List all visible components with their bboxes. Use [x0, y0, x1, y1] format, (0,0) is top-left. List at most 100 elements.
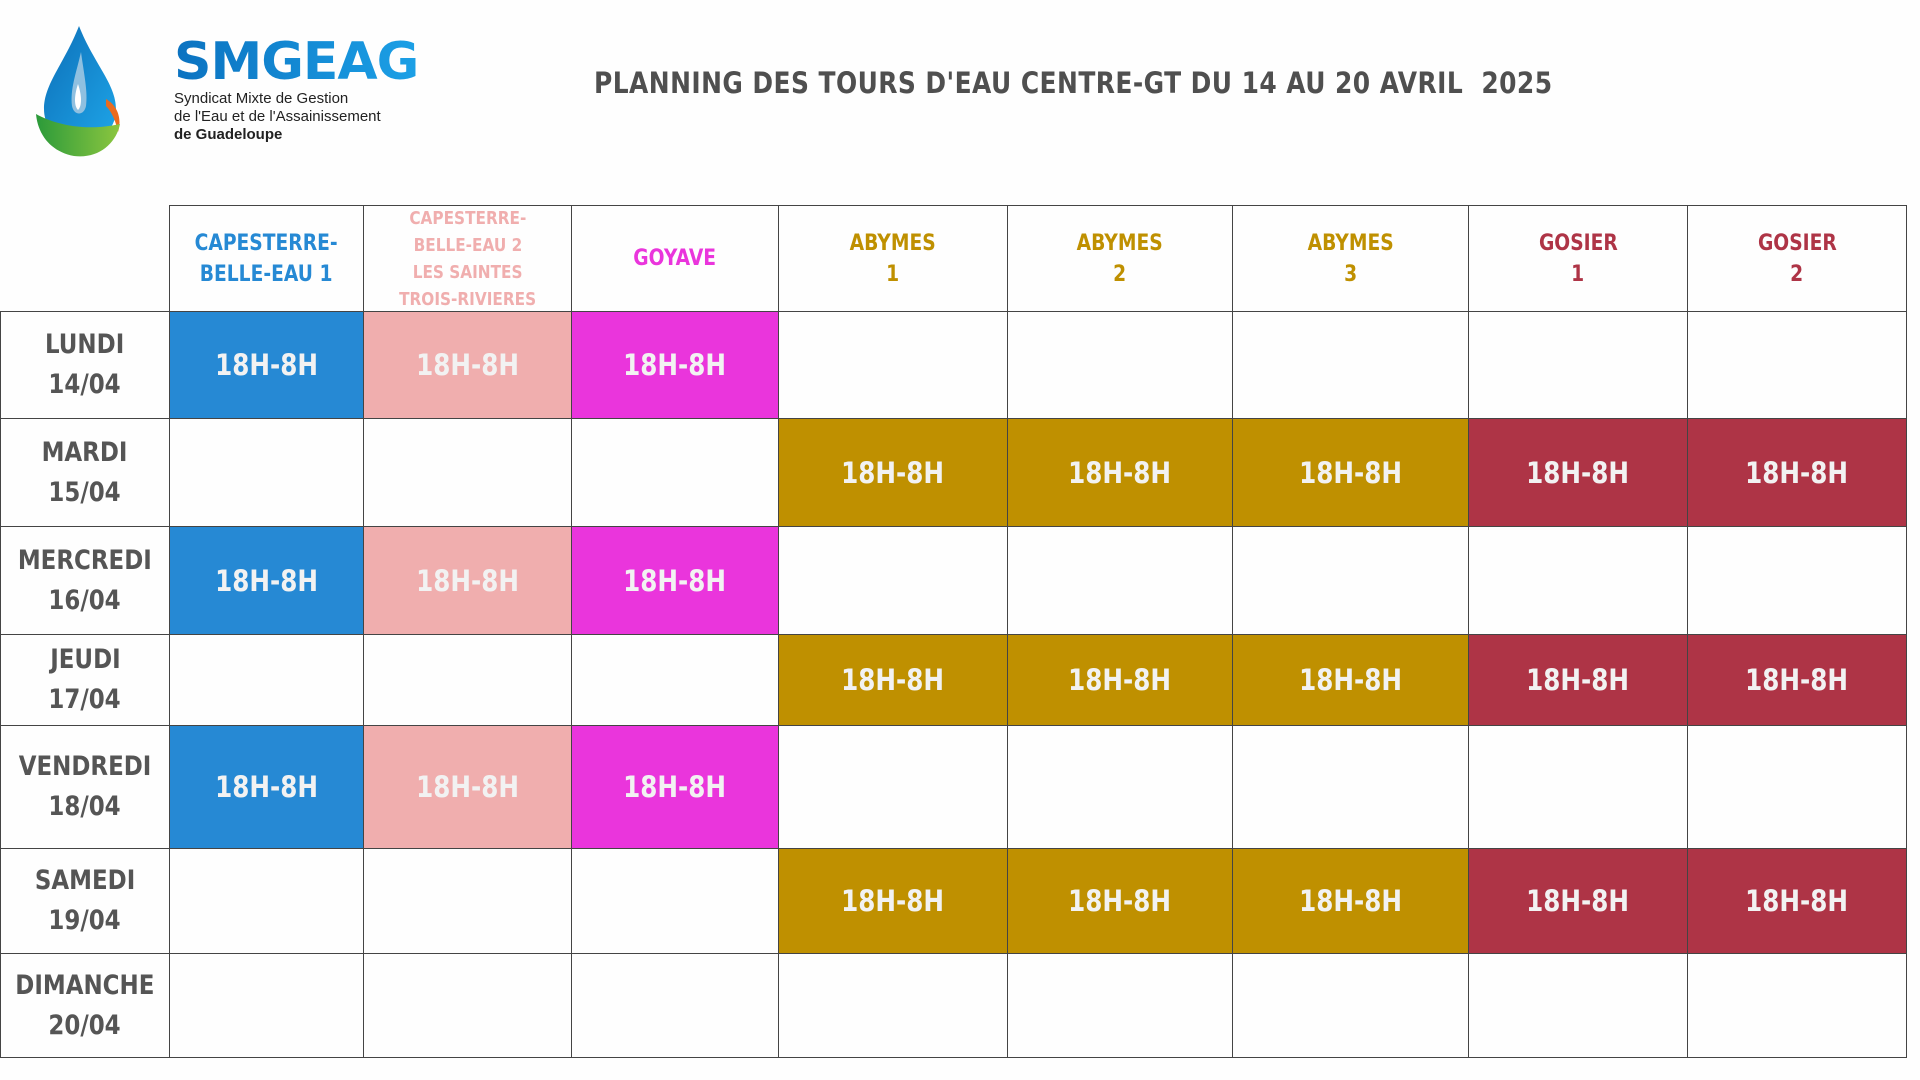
empty-slot: [571, 953, 779, 1058]
empty-slot: [1468, 725, 1688, 849]
logo-brand: SMGEAG: [174, 32, 419, 92]
empty-slot: [778, 953, 1008, 1058]
day-label: LUNDI 14/04: [0, 311, 170, 419]
slot-time: 18H-8H: [215, 770, 318, 804]
schedule-slot: 18H-8H: [571, 311, 779, 419]
schedule-slot: 18H-8H: [1007, 634, 1233, 726]
empty-slot: [778, 526, 1008, 635]
schedule-slot: 18H-8H: [1468, 634, 1688, 726]
column-header-line: 1: [1571, 261, 1585, 287]
day-label: VENDREDI 18/04: [0, 725, 170, 849]
empty-slot: [363, 953, 572, 1058]
slot-time: 18H-8H: [215, 348, 318, 382]
column-header-line: BELLE-EAU 2: [413, 234, 522, 256]
day-label: MARDI 15/04: [0, 418, 170, 527]
schedule-slot: 18H-8H: [1468, 848, 1688, 954]
day-label: MERCREDI 16/04: [0, 526, 170, 635]
empty-slot: [1468, 526, 1688, 635]
day-label: SAMEDI 19/04: [0, 848, 170, 954]
schedule-slot: 18H-8H: [169, 311, 364, 419]
day-label: JEUDI 17/04: [0, 634, 170, 726]
day-date: 20/04: [48, 1009, 122, 1041]
column-header: GOSIER 1: [1468, 205, 1688, 312]
schedule-slot: 18H-8H: [1007, 418, 1233, 527]
slot-time: 18H-8H: [416, 770, 519, 804]
slot-time: 18H-8H: [1299, 663, 1402, 697]
logo-tagline-2: de l'Eau et de l'Assainissement: [174, 108, 381, 125]
empty-slot: [571, 848, 779, 954]
logo-tagline-3: de Guadeloupe: [174, 126, 283, 143]
schedule-slot: 18H-8H: [1232, 848, 1469, 954]
schedule-slot: 18H-8H: [571, 725, 779, 849]
schedule-slot: 18H-8H: [1007, 848, 1233, 954]
empty-slot: [363, 418, 572, 527]
column-header-line: GOSIER: [1538, 230, 1618, 256]
day-date: 17/04: [48, 684, 122, 715]
empty-slot: [571, 634, 779, 726]
empty-slot: [1232, 953, 1469, 1058]
column-header-line: ABYMES: [1307, 230, 1394, 256]
empty-slot: [778, 311, 1008, 419]
day-label: DIMANCHE 20/04: [0, 953, 170, 1058]
column-header-line: CAPESTERRE-: [194, 230, 339, 256]
day-name: JEUDI: [49, 644, 121, 675]
empty-slot: [571, 418, 779, 527]
smgeag-logo: SMGEAG Syndicat Mixte de Gestion de l'Ea…: [34, 24, 419, 159]
schedule-slot: 18H-8H: [1468, 418, 1688, 527]
slot-time: 18H-8H: [416, 348, 519, 382]
schedule-slot: 18H-8H: [778, 848, 1008, 954]
day-date: 14/04: [48, 369, 122, 400]
column-header: ABYMES 2: [1007, 205, 1233, 312]
column-header-line: TROIS-RIVIERES: [398, 288, 537, 310]
column-header-line: 2: [1790, 261, 1804, 287]
day-name: LUNDI: [45, 329, 125, 360]
empty-slot: [363, 634, 572, 726]
day-date: 18/04: [48, 791, 122, 822]
empty-slot: [1232, 526, 1469, 635]
slot-time: 18H-8H: [1068, 455, 1172, 490]
column-header-line: 3: [1343, 261, 1358, 287]
slot-time: 18H-8H: [623, 563, 727, 598]
slot-time: 18H-8H: [1068, 663, 1172, 697]
empty-slot: [169, 953, 364, 1058]
column-header-line: ABYMES: [1076, 230, 1164, 256]
column-header: ABYMES 3: [1232, 205, 1469, 312]
day-name: MARDI: [42, 436, 128, 468]
page-title: PLANNING DES TOURS D'EAU CENTRE-GT DU 14…: [594, 66, 1553, 100]
schedule-slot: 18H-8H: [778, 418, 1008, 527]
slot-time: 18H-8H: [623, 770, 727, 804]
schedule-slot: 18H-8H: [169, 526, 364, 635]
column-header-line: BELLE-EAU 1: [200, 261, 333, 287]
empty-slot: [1687, 725, 1907, 849]
logo-tagline-1: Syndicat Mixte de Gestion: [174, 90, 349, 107]
empty-slot: [169, 634, 364, 726]
schedule-slot: 18H-8H: [363, 311, 572, 419]
slot-time: 18H-8H: [1745, 455, 1849, 490]
day-name: VENDREDI: [18, 751, 152, 782]
day-name: MERCREDI: [18, 544, 152, 576]
column-header-line: LES SAINTES: [412, 261, 523, 283]
slot-time: 18H-8H: [841, 455, 945, 490]
column-header: ABYMES 1: [778, 205, 1008, 312]
slot-time: 18H-8H: [1526, 663, 1630, 697]
column-header: GOSIER 2: [1687, 205, 1907, 312]
slot-time: 18H-8H: [1526, 884, 1630, 918]
slot-time: 18H-8H: [1745, 663, 1849, 697]
slot-time: 18H-8H: [841, 884, 945, 918]
water-drop-leaf-icon: [36, 26, 120, 157]
empty-slot: [1468, 311, 1688, 419]
empty-slot: [1687, 526, 1907, 635]
slot-time: 18H-8H: [841, 663, 945, 697]
column-header-line: ABYMES: [849, 230, 937, 256]
slot-time: 18H-8H: [1745, 884, 1849, 918]
schedule-slot: 18H-8H: [1687, 418, 1907, 527]
day-date: 19/04: [48, 905, 122, 936]
empty-slot: [778, 725, 1008, 849]
column-header-line: CAPESTERRE-: [408, 207, 527, 229]
day-name: DIMANCHE: [15, 969, 155, 1001]
slot-time: 18H-8H: [1299, 455, 1402, 490]
slot-time: 18H-8H: [215, 563, 318, 598]
schedule-slot: 18H-8H: [363, 526, 572, 635]
empty-slot: [1687, 953, 1907, 1058]
schedule-slot: 18H-8H: [169, 725, 364, 849]
